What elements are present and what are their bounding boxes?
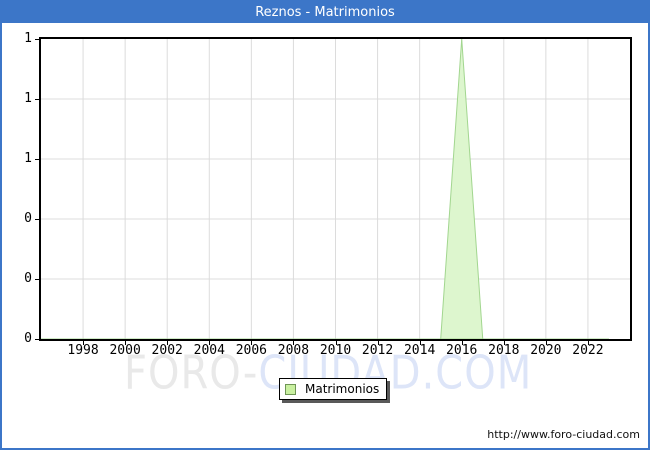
x-axis-tick (251, 341, 253, 345)
x-tick-label: 2002 (151, 343, 183, 358)
y-axis-tick (35, 339, 39, 340)
legend: Matrimonios (279, 378, 388, 400)
x-axis-tick (419, 341, 421, 345)
y-tick-label: 1 (24, 31, 32, 46)
x-axis-tick (125, 341, 127, 345)
x-axis-tick (293, 341, 295, 345)
y-tick-label: 0 (24, 271, 32, 286)
plot-area (39, 37, 632, 341)
y-axis-tick (35, 279, 39, 280)
x-tick-label: 2008 (277, 343, 310, 358)
x-tick-label: 2022 (572, 343, 604, 358)
y-tick-label: 0 (24, 211, 32, 226)
x-axis-tick (461, 341, 463, 345)
legend-label: Matrimonios (305, 382, 380, 396)
y-tick-label: 1 (24, 91, 32, 106)
x-axis-tick (167, 341, 169, 345)
x-axis-tick (503, 341, 505, 345)
chart-title: Reznos - Matrimonios (2, 2, 648, 23)
x-tick-label: 1998 (67, 343, 99, 358)
x-axis-tick (209, 341, 211, 345)
legend-swatch-matrimonios (285, 383, 296, 395)
x-tick-label: 2006 (235, 343, 267, 358)
x-axis-tick (335, 341, 337, 345)
x-axis-tick (587, 341, 589, 345)
y-tick-label: 1 (24, 151, 32, 166)
x-tick-label: 2004 (193, 343, 225, 358)
x-tick-label: 2000 (109, 343, 141, 358)
y-axis-tick (35, 159, 39, 160)
y-tick-label: 0 (24, 331, 32, 346)
x-tick-label: 2018 (488, 343, 520, 358)
source-url: http://www.foro-ciudad.com (487, 428, 640, 441)
chart-canvas (41, 39, 630, 339)
y-axis-tick (35, 219, 39, 220)
area-series-matrimonios (41, 39, 609, 339)
x-tick-label: 2012 (361, 343, 394, 358)
x-tick-label: 2014 (403, 343, 436, 358)
x-tick-label: 2010 (319, 343, 352, 358)
y-axis-tick (35, 99, 39, 100)
x-tick-label: 2020 (530, 343, 562, 358)
y-axis-tick (35, 39, 39, 40)
x-axis-tick (545, 341, 547, 345)
x-axis-tick (377, 341, 379, 345)
x-axis-tick (83, 341, 85, 345)
x-tick-label: 2016 (446, 343, 478, 358)
